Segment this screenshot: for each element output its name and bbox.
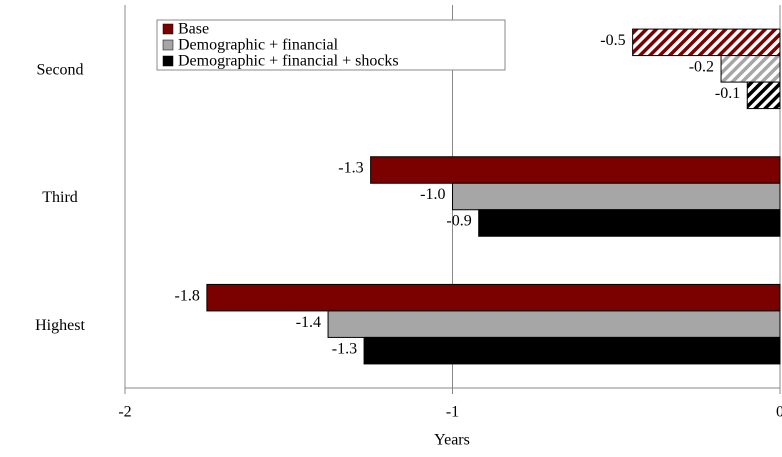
x-tick-label: 0 xyxy=(776,404,782,421)
x-axis-label: Years xyxy=(434,432,470,449)
y-tick-label: Second xyxy=(36,62,83,79)
y-tick-label: Highest xyxy=(35,317,85,334)
bar xyxy=(746,81,781,110)
value-label: -1.3 xyxy=(332,340,357,357)
legend-swatch xyxy=(162,55,174,67)
legend-swatch xyxy=(162,39,174,51)
value-label: -0.9 xyxy=(446,213,471,230)
value-label: -1.4 xyxy=(296,314,321,331)
bar xyxy=(327,310,781,338)
bar xyxy=(363,336,781,365)
bar xyxy=(720,55,781,83)
legend-label: Demographic + financial xyxy=(178,37,339,54)
legend-box xyxy=(156,19,506,71)
value-label: -1.0 xyxy=(420,186,445,203)
legend-label: Demographic + financial + shocks xyxy=(178,53,399,70)
bar xyxy=(478,209,781,237)
legend-swatch xyxy=(162,23,174,35)
x-tick-label: -2 xyxy=(118,404,131,421)
value-label: -1.3 xyxy=(338,160,363,177)
x-tick-label: -1 xyxy=(446,404,459,421)
y-tick-label: Third xyxy=(42,189,78,206)
value-label: -0.2 xyxy=(689,59,714,76)
value-label: -0.5 xyxy=(600,32,625,49)
bar xyxy=(370,156,781,184)
value-label: -0.1 xyxy=(715,85,740,102)
value-label: -1.8 xyxy=(175,287,200,304)
bar xyxy=(632,28,781,57)
bar xyxy=(206,283,781,312)
bar xyxy=(452,182,781,211)
legend-label: Base xyxy=(178,21,209,38)
